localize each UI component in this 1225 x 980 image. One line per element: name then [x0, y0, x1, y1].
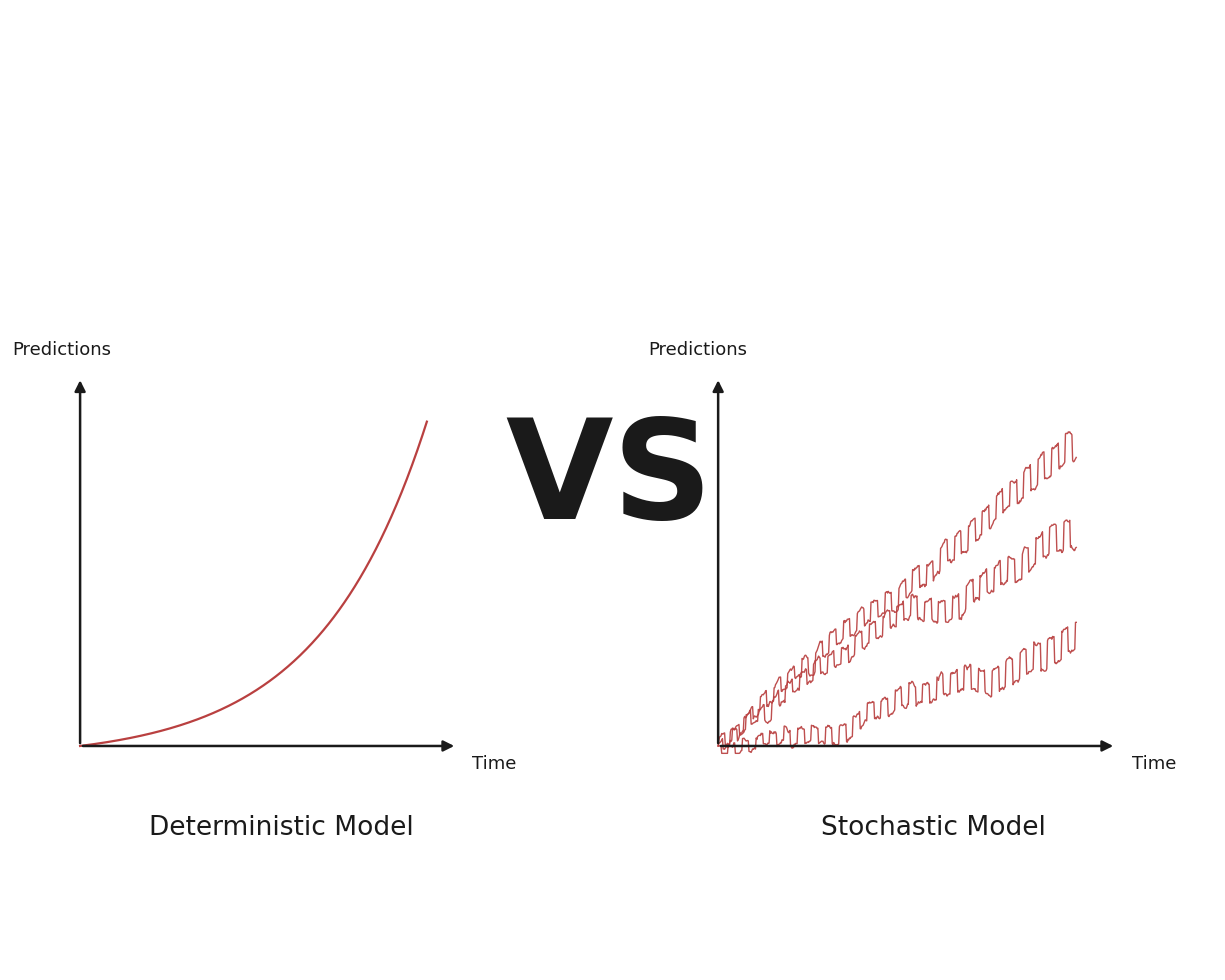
Text: Predictions: Predictions: [12, 341, 110, 359]
Text: Time: Time: [1132, 756, 1176, 773]
Text: Stochastic Model: Stochastic Model: [821, 815, 1046, 841]
Text: Time: Time: [472, 756, 517, 773]
Text: Deterministic Model: Deterministic Model: [149, 815, 414, 841]
Text: Predictions: Predictions: [649, 341, 747, 359]
Text: VS: VS: [505, 413, 713, 548]
